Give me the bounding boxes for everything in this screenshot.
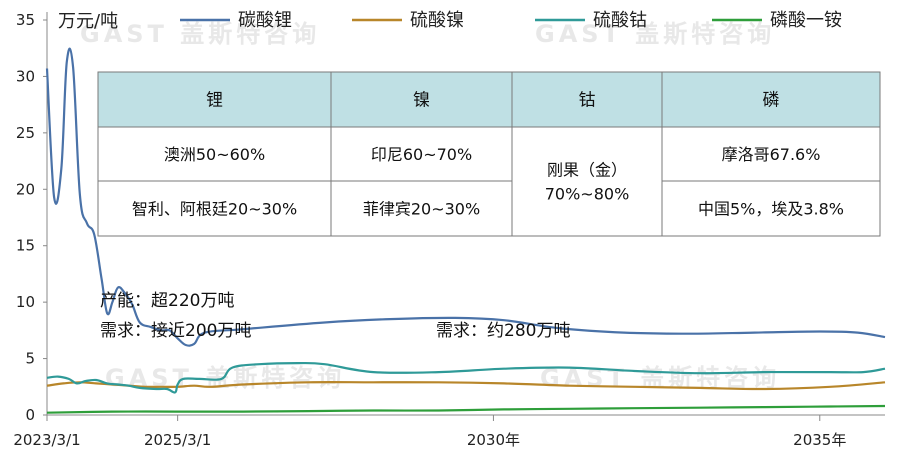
legend-label: 碳酸锂 bbox=[238, 10, 292, 31]
y-tick-label: 0 bbox=[25, 406, 35, 424]
table-merged-cell-line: 刚果（金） bbox=[547, 161, 627, 180]
watermark-text: GAST 盖斯特咨询 bbox=[80, 20, 320, 48]
x-tick-label: 2025/3/1 bbox=[144, 431, 211, 449]
x-tick-label: 2030年 bbox=[467, 431, 520, 449]
legend-label: 硫酸钴 bbox=[593, 10, 647, 31]
annotation-demand-now: 需求：接近200万吨 bbox=[100, 321, 251, 341]
table-border bbox=[97, 71, 881, 237]
legend: 碳酸锂 硫酸镍 硫酸钴 磷酸一铵 bbox=[180, 10, 842, 31]
table-cell: 澳洲50~60% bbox=[164, 145, 265, 164]
series-line-3 bbox=[46, 361, 886, 394]
x-tick-label: 2035年 bbox=[793, 431, 846, 449]
table-cell: 中国5%，埃及3.8% bbox=[698, 200, 844, 219]
legend-label: 磷酸一铵 bbox=[770, 10, 842, 31]
y-tick-label: 30 bbox=[16, 67, 35, 85]
y-tick-label: 25 bbox=[16, 124, 35, 142]
series-layer bbox=[45, 47, 886, 414]
table-header-cell: 磷 bbox=[763, 91, 780, 111]
table-header-bg bbox=[98, 72, 880, 127]
watermark-text: GAST 盖斯特咨询 bbox=[535, 20, 775, 48]
table-header-cell: 镍 bbox=[413, 91, 430, 111]
series-line-1 bbox=[45, 47, 886, 347]
table-header-cell: 锂 bbox=[206, 91, 223, 111]
series-line-4 bbox=[46, 404, 886, 414]
table-cell: 智利、阿根廷20~30% bbox=[132, 200, 297, 219]
table-header-cell: 钴 bbox=[579, 91, 596, 111]
y-tick-label: 15 bbox=[16, 237, 35, 255]
annotation-demand-future: 需求：约280万吨 bbox=[436, 321, 570, 341]
y-unit-label: 万元/吨 bbox=[58, 11, 118, 32]
y-tick-label: 5 bbox=[25, 350, 35, 368]
x-tick-label: 2023/3/1 bbox=[13, 431, 80, 449]
table-cell: 摩洛哥67.6% bbox=[722, 145, 821, 164]
legend-label: 硫酸镍 bbox=[410, 10, 464, 31]
table-cell: 菲律宾20~30% bbox=[363, 200, 480, 219]
y-tick-label: 20 bbox=[16, 180, 35, 198]
table-cell: 印尼60~70% bbox=[371, 145, 472, 164]
axes: 0 5 10 15 20 25 30 35 2023/3/1 2025/3/1 2030年 2035年… bbox=[13, 11, 885, 449]
table-merged-cell-line: 70%~80% bbox=[545, 185, 630, 204]
y-tick-label: 35 bbox=[16, 11, 35, 29]
y-tick-label: 10 bbox=[16, 293, 35, 311]
annotation-capacity: 产能：超220万吨 bbox=[100, 291, 234, 311]
